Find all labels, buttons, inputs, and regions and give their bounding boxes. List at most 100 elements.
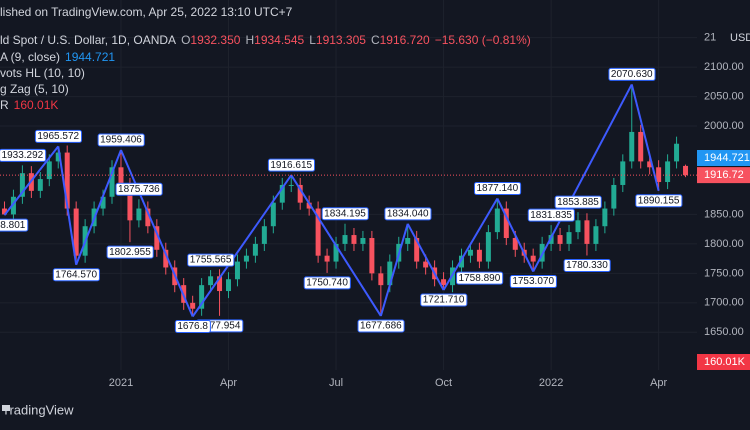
pivot-label-box — [303, 276, 351, 290]
volume-label: 160.01K — [704, 356, 746, 368]
pivot-label-box — [608, 67, 656, 81]
pivot-label-box — [357, 319, 405, 333]
ohlc-text: O — [181, 33, 191, 47]
candle-body — [252, 243, 258, 256]
candle-body — [342, 235, 348, 244]
ohlc-text: 1934.545 — [254, 33, 305, 47]
pivot-label-box — [34, 129, 83, 143]
y-tick-label: 1650.00 — [704, 326, 744, 338]
pivot-label: 1959.406 — [97, 133, 145, 147]
pivot-label-box — [0, 218, 29, 232]
currency: USD — [730, 32, 750, 44]
x-tick-label: Oct — [435, 377, 452, 389]
zigzag-segment — [442, 197, 499, 291]
pivot-label-box — [52, 268, 100, 282]
candle-body — [127, 184, 133, 221]
y-tick-label: 1700.00 — [704, 297, 744, 309]
pivot-label-text: 1875.736 — [118, 184, 160, 195]
y-tick-label: 1850.00 — [704, 208, 744, 220]
pivot-label-box — [0, 148, 47, 162]
candle-body — [503, 208, 509, 239]
candle-body — [441, 279, 447, 286]
pivot-label-text: 1721.710 — [423, 295, 465, 306]
candle-body — [315, 208, 321, 256]
candle-body — [19, 173, 25, 197]
ohlc-text: −15.630 (−0.81%) — [434, 33, 531, 47]
pivot-label-box — [456, 271, 504, 285]
pivot-label-box — [384, 207, 432, 221]
x-tick-label: Apr — [650, 377, 667, 389]
candle-body — [369, 238, 375, 274]
pivot-label-box — [187, 253, 235, 267]
candle-body — [64, 152, 70, 209]
candle-body — [512, 238, 518, 250]
pivot-label: 1780.330 — [563, 258, 611, 272]
ohlc-text: L — [309, 33, 316, 47]
candle-body — [226, 279, 232, 292]
legend-value: 1944.721 — [65, 50, 116, 64]
pivot-label: 1676.8 — [174, 319, 211, 333]
footer-logo — [2, 405, 10, 411]
zigzag-segment — [120, 149, 194, 317]
candle-body — [683, 165, 689, 176]
ohlc-text: H — [245, 33, 255, 47]
pivot-label-text: 2070.630 — [611, 69, 653, 80]
volume-label-box — [697, 354, 750, 370]
pivot-label-box — [554, 195, 602, 209]
candle-body — [530, 255, 536, 262]
candle-body — [458, 255, 464, 268]
candle-body — [100, 196, 106, 209]
pivot-label-text: 1965.572 — [37, 131, 79, 142]
footer: TradingView — [2, 402, 74, 417]
sma-price-label: 1944.721 — [704, 152, 750, 164]
pivot-label: 1916.615 — [267, 158, 316, 172]
candle-body — [674, 143, 680, 162]
zigzag-segment — [191, 174, 293, 318]
candle-body — [234, 261, 240, 280]
zigzag-segment — [3, 145, 60, 216]
candle-body — [405, 238, 411, 244]
candle-body — [297, 184, 303, 203]
candle-body — [46, 161, 52, 180]
candle-body — [136, 208, 142, 221]
x-tick-label: Apr — [220, 377, 237, 389]
candle-body — [351, 235, 357, 244]
pivot-label-text: 1959.406 — [100, 135, 142, 146]
pivot-label-box — [509, 275, 557, 289]
candle-body — [584, 220, 590, 244]
candle-body — [55, 152, 61, 162]
legend-name: A (9, close) — [0, 50, 61, 64]
pivot-label: 1853.885 — [554, 195, 602, 209]
pivot-label: 1965.572 — [34, 129, 83, 143]
pivot-label-text: 1764.570 — [55, 269, 97, 280]
pivot-label: 1831.835 — [527, 208, 575, 222]
candle-body — [288, 184, 294, 186]
candle-body — [467, 249, 473, 256]
candle-body — [145, 208, 151, 227]
legend-row: R 160.01K — [0, 98, 63, 112]
zigzag-segment — [630, 84, 660, 192]
candle-body — [37, 179, 43, 191]
pivot-label: 1877.140 — [473, 181, 522, 195]
y-tick-label: 2100.00 — [704, 61, 744, 73]
candle-body — [638, 131, 644, 162]
legend-name: vots HL (10, 10) — [0, 66, 85, 80]
ohlc-text: 1932.350 — [190, 33, 241, 47]
pivot-label-text: 1853.885 — [557, 197, 599, 208]
zigzag-segment — [406, 223, 445, 291]
candle-body — [217, 276, 223, 292]
pivot-label-box — [563, 258, 611, 272]
close-price-label: 1916.72 — [704, 169, 744, 181]
legend-row: g Zag (5, 10) — [0, 82, 74, 96]
candle-body — [333, 243, 339, 262]
pivot-label: 1677.686 — [357, 319, 405, 333]
candle-body — [270, 202, 276, 227]
pivot-label: 1753.070 — [509, 275, 557, 289]
candle-body — [10, 196, 16, 215]
pivot-label-text: 1933.292 — [2, 150, 44, 161]
symbol: ld Spot / U.S. Dollar, 1D, OANDA — [0, 33, 177, 47]
pivot-label-text: 1877.140 — [476, 183, 518, 194]
candle-body — [620, 161, 626, 185]
candle-body — [476, 249, 482, 262]
